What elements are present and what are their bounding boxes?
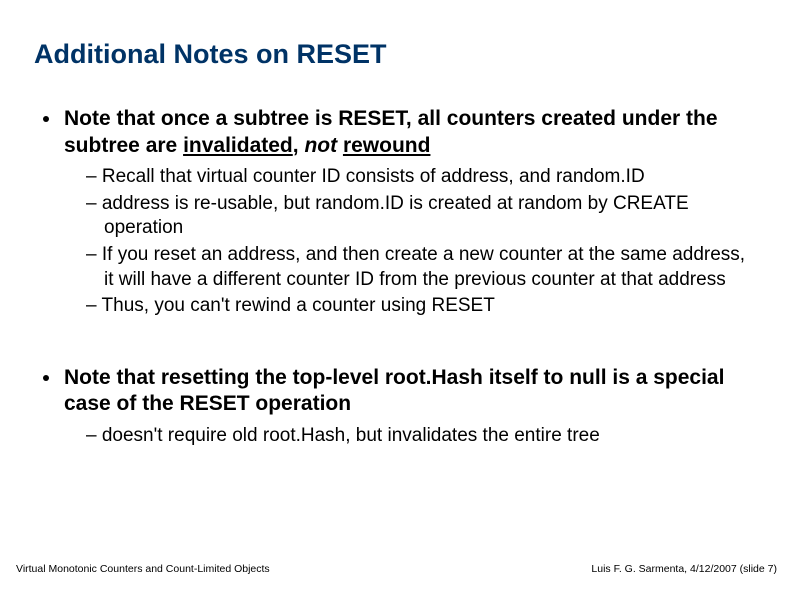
- sub-bullet-1-2: address is re-usable, but random.ID is c…: [86, 192, 757, 241]
- bullet-2: Note that resetting the top-level root.H…: [62, 365, 757, 448]
- bullet-1-underline-2: rewound: [343, 134, 431, 157]
- sub-bullet-1-1: Recall that virtual counter ID consists …: [86, 165, 757, 190]
- footer-right: Luis F. G. Sarmenta, 4/12/2007 (slide 7): [591, 563, 777, 575]
- bullet-1-italic: not: [304, 134, 337, 157]
- footer-left: Virtual Monotonic Counters and Count-Lim…: [16, 563, 270, 575]
- bullet-list: Note that once a subtree is RESET, all c…: [34, 106, 757, 319]
- slide-title: Additional Notes on RESET: [34, 38, 757, 70]
- bullet-1: Note that once a subtree is RESET, all c…: [62, 106, 757, 319]
- slide: Additional Notes on RESET Note that once…: [0, 0, 791, 593]
- sub-bullet-2-1: doesn't require old root.Hash, but inval…: [86, 424, 757, 449]
- bullet-1-mid: ,: [293, 134, 305, 157]
- footer: Virtual Monotonic Counters and Count-Lim…: [0, 563, 791, 575]
- sub-bullet-1-3: If you reset an address, and then create…: [86, 243, 757, 292]
- vertical-gap: [34, 325, 757, 365]
- bullet-1-underline-1: invalidated: [183, 134, 293, 157]
- bullet-2-sublist: doesn't require old root.Hash, but inval…: [64, 424, 757, 449]
- sub-bullet-1-4: Thus, you can't rewind a counter using R…: [86, 294, 757, 319]
- bullet-2-text: Note that resetting the top-level root.H…: [64, 366, 724, 415]
- bullet-list-2: Note that resetting the top-level root.H…: [34, 365, 757, 448]
- bullet-1-sublist: Recall that virtual counter ID consists …: [64, 165, 757, 319]
